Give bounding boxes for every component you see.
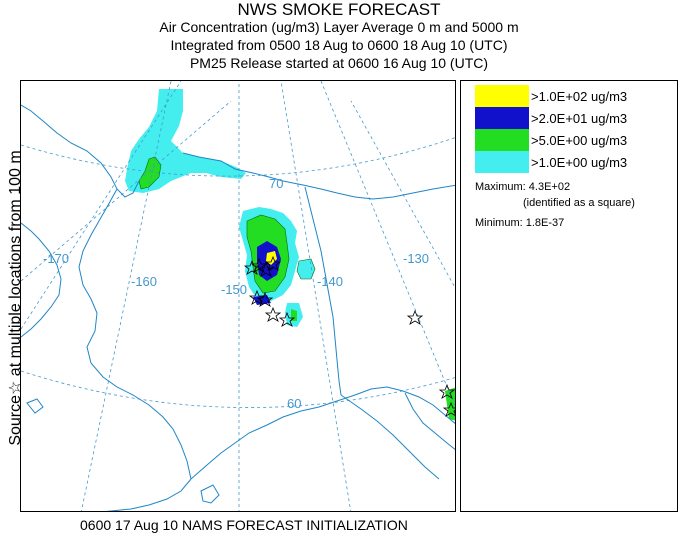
coastline — [21, 104, 455, 511]
source-star — [243, 259, 261, 275]
legend-swatch-green — [475, 129, 529, 151]
legend-panel: >1.0E+02 ug/m3 >2.0E+01 ug/m3 >5.0E+00 u… — [460, 80, 678, 512]
legend-row-1: >1.0E+02 ug/m3 — [475, 85, 627, 107]
legend-row-4: >1.0E+00 ug/m3 — [475, 151, 627, 173]
smoke-map: -170 -160 -150 -140 -130 70 60 — [20, 80, 456, 512]
maximum-note: (identified as a square) — [523, 197, 635, 209]
release-start: PM25 Release started at 0600 16 Aug 10 (… — [189, 55, 489, 71]
plume-north-green — [138, 156, 162, 190]
maximum-value: Maximum: 4.3E+02 — [475, 181, 571, 193]
source-stars — [243, 255, 455, 417]
alaska-west-coast — [78, 188, 192, 480]
plume-central-yellow — [266, 251, 277, 265]
lat-label-70: 70 — [269, 176, 283, 191]
minimum-value: Minimum: 1.8E-37 — [475, 217, 565, 229]
source-star — [248, 289, 266, 305]
latitude-line-70 — [21, 137, 455, 177]
meridian-line-6 — [320, 81, 455, 408]
legend-label: >5.0E+00 ug/m3 — [531, 132, 628, 148]
integration-period: Integrated from 0500 18 Aug to 0600 18 A… — [170, 37, 508, 53]
kodiak-island — [200, 484, 220, 504]
meridian-line-2 — [21, 81, 182, 330]
legend-label: >2.0E+01 ug/m3 — [531, 110, 628, 126]
initialization-footer: 0600 17 Aug 10 NAMS FORECAST INITIALIZAT… — [80, 517, 408, 533]
legend-swatch-cyan — [475, 151, 529, 173]
lon-label-160: -160 — [131, 274, 157, 289]
lat-label-60: 60 — [287, 396, 301, 411]
lon-label-170: -170 — [43, 251, 69, 266]
legend-row-2: >2.0E+01 ug/m3 — [475, 107, 627, 129]
alaska-north-coast — [21, 104, 140, 198]
source-star — [442, 401, 455, 417]
source-star — [406, 309, 424, 325]
smoke-plumes — [125, 89, 455, 421]
siberia-coast — [21, 222, 62, 338]
legend-swatch-blue — [475, 107, 529, 129]
grid-labels: -170 -160 -150 -140 -130 70 60 — [43, 176, 429, 411]
map-canvas: -170 -160 -150 -140 -130 70 60 — [21, 81, 455, 511]
lon-label-140: -140 — [317, 274, 343, 289]
source-star — [264, 255, 282, 271]
plume-coast-patch — [445, 387, 455, 421]
st-lawrence-island — [26, 398, 44, 414]
graticule — [21, 81, 455, 511]
lon-label-150: -150 — [221, 282, 247, 297]
legend-swatch-yellow — [475, 85, 529, 107]
gulf-of-alaska-coast — [190, 386, 455, 480]
forecast-title: NWS SMOKE FORECAST — [237, 0, 441, 19]
meridian-line-3 — [81, 81, 172, 511]
source-star — [250, 257, 268, 273]
meridian-line-5 — [280, 81, 352, 511]
source-star — [264, 306, 282, 322]
meridian-line-7 — [350, 100, 455, 289]
legend-label: >1.0E+02 ug/m3 — [531, 88, 628, 104]
beaufort-coast — [182, 152, 455, 200]
source-star — [278, 311, 296, 327]
legend-row-3: >5.0E+00 ug/m3 — [475, 129, 627, 151]
alaska-peninsula — [105, 478, 192, 511]
meridian-line-1 — [21, 100, 232, 282]
concentration-subtitle: Air Concentration (ug/m3) Layer Average … — [159, 19, 519, 35]
canada-border — [304, 186, 440, 480]
legend-label: >1.0E+00 ug/m3 — [531, 154, 628, 170]
source-star — [256, 291, 274, 307]
latitude-line-60 — [21, 370, 455, 408]
panhandle-coast — [404, 392, 455, 451]
lon-label-130: -130 — [403, 251, 429, 266]
source-star — [438, 383, 455, 399]
